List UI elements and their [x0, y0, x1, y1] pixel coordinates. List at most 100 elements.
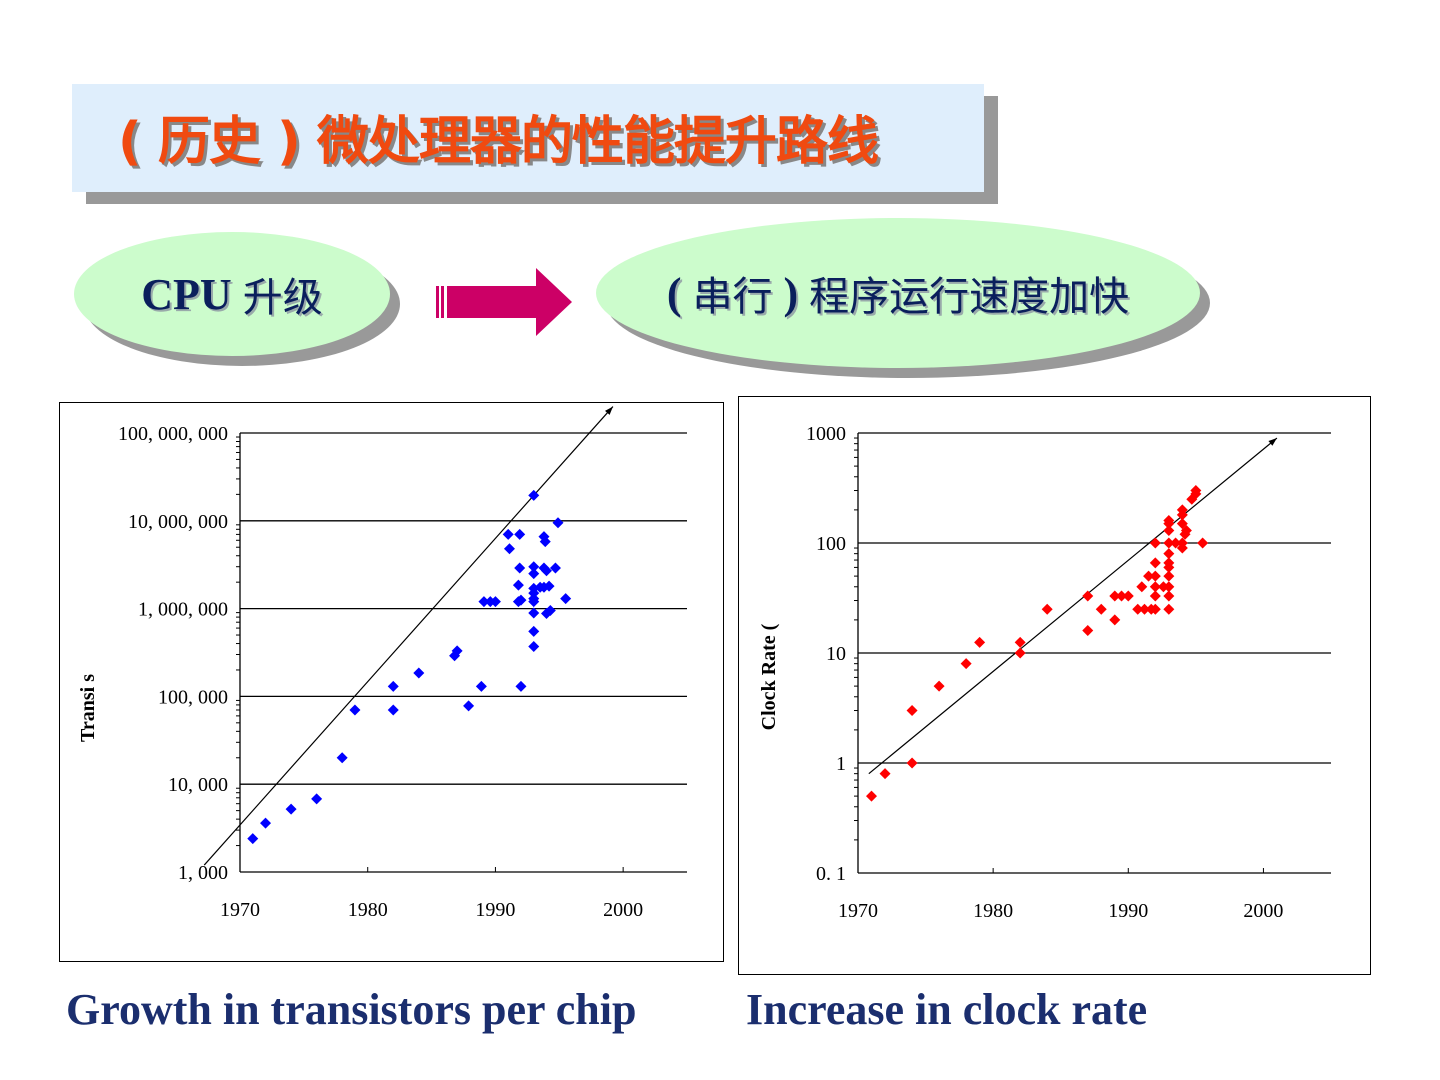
data-point	[1176, 509, 1188, 521]
data-point	[1014, 647, 1026, 659]
data-point	[528, 596, 540, 608]
data-point	[515, 680, 527, 692]
data-point	[1095, 603, 1107, 615]
trend-arrowhead-icon	[604, 406, 613, 415]
data-point	[1170, 537, 1182, 549]
title-banner	[72, 84, 984, 192]
data-point	[514, 528, 526, 540]
speedup-oval: ( 串行 ) 程序运行速度加快	[596, 218, 1200, 368]
data-point	[906, 757, 918, 769]
data-point	[1186, 493, 1198, 505]
data-point	[1149, 581, 1161, 593]
data-point	[1163, 581, 1175, 593]
cpu-upgrade-oval: CPU 升级	[74, 232, 390, 356]
y-tick-label: 100, 000	[158, 686, 228, 708]
data-point	[387, 704, 399, 716]
data-point	[1082, 590, 1094, 602]
data-point	[1163, 590, 1175, 602]
x-tick-label: 1980	[348, 899, 388, 921]
data-point	[1149, 537, 1161, 549]
data-point	[1143, 570, 1155, 582]
data-point	[463, 700, 475, 712]
data-point	[349, 704, 361, 716]
data-point	[528, 489, 540, 501]
data-point	[1149, 557, 1161, 569]
data-point	[1041, 603, 1053, 615]
right-arrow-icon	[436, 268, 572, 336]
data-point	[1197, 537, 1209, 549]
data-point	[560, 593, 572, 605]
data-point	[543, 580, 555, 592]
y-tick-label: 10	[826, 643, 846, 665]
data-point	[478, 596, 490, 608]
y-tick-label: 1000	[806, 423, 846, 445]
data-point	[879, 768, 891, 780]
data-point	[1149, 590, 1161, 602]
data-point	[1180, 524, 1192, 536]
data-point	[512, 579, 524, 591]
data-point	[933, 680, 945, 692]
data-point	[387, 680, 399, 692]
data-point	[503, 543, 515, 555]
y-tick-label: 1, 000	[178, 862, 228, 884]
paren-close: )	[783, 268, 799, 318]
x-tick-label: 2000	[1243, 900, 1283, 922]
data-point	[1132, 603, 1144, 615]
paren-open: (	[666, 268, 682, 318]
data-point	[960, 658, 972, 670]
data-point	[247, 833, 259, 845]
data-point	[1149, 570, 1161, 582]
transistor-chart-frame: 1, 000 10, 000 100, 000 1, 000, 000 10, 000,…	[59, 402, 724, 962]
data-point	[1149, 603, 1161, 615]
data-point	[528, 568, 540, 580]
data-point	[552, 517, 564, 529]
y-tick-label: 0. 1	[816, 863, 846, 885]
data-point	[541, 565, 553, 577]
trend-line	[203, 406, 614, 866]
data-point	[336, 752, 348, 764]
serial-label: 串行	[692, 274, 773, 320]
data-point	[528, 641, 540, 653]
data-point	[1163, 603, 1175, 615]
data-point	[1176, 537, 1188, 549]
data-point	[528, 607, 540, 619]
data-point	[489, 596, 501, 608]
data-point	[1176, 518, 1188, 530]
x-tick-label: 1990	[475, 899, 515, 921]
data-point	[1139, 603, 1151, 615]
y-axis-label: Transi s	[77, 674, 99, 742]
data-point	[1082, 625, 1094, 637]
clock-chart-frame: 0. 1 1 10 100 1000 1970 1980 1990 2000 Clock Rate…	[738, 396, 1371, 975]
data-point	[1163, 537, 1175, 549]
data-point	[539, 536, 551, 548]
cpu-label: CPU	[141, 269, 232, 319]
y-tick-label: 1	[836, 753, 846, 775]
data-point	[311, 793, 323, 805]
transistor-chart: 1, 000 10, 000 100, 000 1, 000, 000 10, 000,…	[77, 406, 687, 921]
caption-clock-rate: Increase in clock rate	[746, 985, 1148, 1034]
data-point	[413, 667, 425, 679]
data-point	[1109, 590, 1121, 602]
x-tick-label: 1990	[1108, 900, 1148, 922]
data-point	[1116, 590, 1128, 602]
trend-line	[868, 437, 1278, 775]
x-tick-label: 1970	[838, 900, 878, 922]
page-title: ( 历史 ) 微处理器的性能提升路线	[118, 112, 879, 172]
data-point	[1190, 485, 1202, 497]
data-point	[1163, 561, 1175, 573]
x-tick-label: 1970	[220, 899, 260, 921]
data-point	[514, 562, 526, 574]
data-point	[285, 803, 297, 815]
y-tick-label: 100	[816, 533, 846, 555]
data-point	[974, 636, 986, 648]
data-point	[515, 594, 527, 606]
y-tick-label: 100, 000, 000	[118, 423, 228, 445]
x-tick-label: 2000	[603, 899, 643, 921]
x-tick-label: 1980	[973, 900, 1013, 922]
data-point	[544, 605, 556, 617]
y-axis-label: Clock Rate (	[758, 623, 780, 730]
speedup-label: 程序运行速度加快	[809, 274, 1130, 320]
data-point	[260, 817, 272, 829]
data-point	[1163, 524, 1175, 536]
y-tick-label: 10, 000, 000	[128, 511, 228, 533]
